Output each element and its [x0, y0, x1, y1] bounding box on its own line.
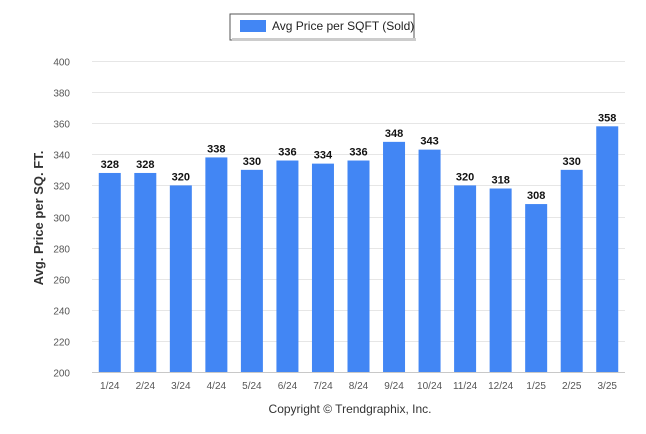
x-tick-label-3/25: 3/25 — [597, 381, 617, 392]
bar-11/24[interactable] — [454, 185, 477, 372]
y-tick-label-0: 200 — [53, 369, 70, 380]
bar-3/24[interactable] — [169, 185, 192, 372]
y-tick-label-7: 340 — [53, 151, 70, 162]
x-tick-label-8/24: 8/24 — [349, 381, 369, 392]
y-tick-label-2: 240 — [53, 307, 70, 318]
y-tick-label-1: 220 — [53, 338, 70, 349]
data-label-8/24: 336 — [349, 147, 367, 159]
bar-10/24[interactable] — [418, 149, 441, 372]
y-axis-title: Avg. Price per SQ. FT. — [31, 151, 46, 286]
x-tick-label-6/24: 6/24 — [278, 381, 298, 392]
bar-1/24[interactable] — [98, 172, 121, 372]
x-tick-label-11/24: 11/24 — [453, 381, 478, 392]
data-label-5/24: 330 — [243, 156, 261, 168]
x-tick-label-12/24: 12/24 — [488, 381, 513, 392]
bar-8/24[interactable] — [347, 160, 370, 372]
x-tick-label-5/24: 5/24 — [242, 381, 262, 392]
bar-4/24[interactable] — [205, 157, 228, 372]
y-tick-label-8: 360 — [53, 120, 70, 131]
data-label-3/25: 358 — [598, 112, 616, 124]
x-tick-label-1/25: 1/25 — [526, 381, 546, 392]
bars — [98, 126, 619, 372]
legend-swatch — [240, 20, 266, 32]
y-tick-label-5: 300 — [53, 214, 70, 225]
data-label-2/24: 328 — [136, 159, 154, 171]
data-label-3/24: 320 — [172, 171, 190, 183]
bar-2/24[interactable] — [134, 172, 157, 372]
bar-12/24[interactable] — [489, 188, 512, 372]
x-tick-label-10/24: 10/24 — [417, 381, 442, 392]
legend-shadow — [232, 38, 416, 41]
y-axis: 200 220 240 260 280 300 320 340 360 380 400 — [53, 58, 70, 380]
data-label-1/24: 328 — [101, 159, 119, 171]
data-label-7/24: 334 — [314, 150, 333, 162]
bar-1/25[interactable] — [525, 204, 548, 372]
data-label-2/25: 330 — [563, 156, 581, 168]
bar-7/24[interactable] — [311, 163, 334, 372]
y-tick-label-4: 280 — [53, 245, 70, 256]
bar-2/25[interactable] — [560, 169, 583, 372]
x-tick-label-9/24: 9/24 — [384, 381, 404, 392]
data-labels: 328 328 320 338 330 336 334 336 348 343 320 318 308 3… — [101, 112, 617, 202]
y-tick-label-9: 380 — [53, 89, 70, 100]
y-tick-label-3: 260 — [53, 276, 70, 287]
bar-9/24[interactable] — [383, 141, 406, 372]
copyright-credit: Copyright © Trendgraphix, Inc. — [269, 402, 432, 416]
x-tick-label-7/24: 7/24 — [313, 381, 333, 392]
bar-3/25[interactable] — [596, 126, 619, 372]
x-tick-label-4/24: 4/24 — [207, 381, 227, 392]
x-tick-label-2/25: 2/25 — [562, 381, 582, 392]
data-label-6/24: 336 — [278, 147, 296, 159]
bar-6/24[interactable] — [276, 160, 299, 372]
data-label-1/25: 308 — [527, 190, 545, 202]
data-label-10/24: 343 — [420, 136, 438, 148]
data-label-11/24: 320 — [456, 171, 474, 183]
x-tick-label-1/24: 1/24 — [100, 381, 120, 392]
legend-label: Avg Price per SQFT (Sold) — [272, 19, 414, 33]
y-tick-label-6: 320 — [53, 182, 70, 193]
x-tick-label-2/24: 2/24 — [136, 381, 156, 392]
x-axis: 1/24 2/24 3/24 4/24 5/24 6/24 7/24 8/24 9/24 10/2… — [100, 381, 617, 392]
data-label-4/24: 338 — [207, 143, 225, 155]
data-label-9/24: 348 — [385, 128, 403, 140]
x-tick-label-3/24: 3/24 — [171, 381, 191, 392]
y-tick-label-10: 400 — [53, 58, 70, 69]
data-label-12/24: 318 — [491, 175, 509, 187]
bar-5/24[interactable] — [240, 169, 263, 372]
legend[interactable]: Avg Price per SQFT (Sold) — [229, 13, 416, 41]
